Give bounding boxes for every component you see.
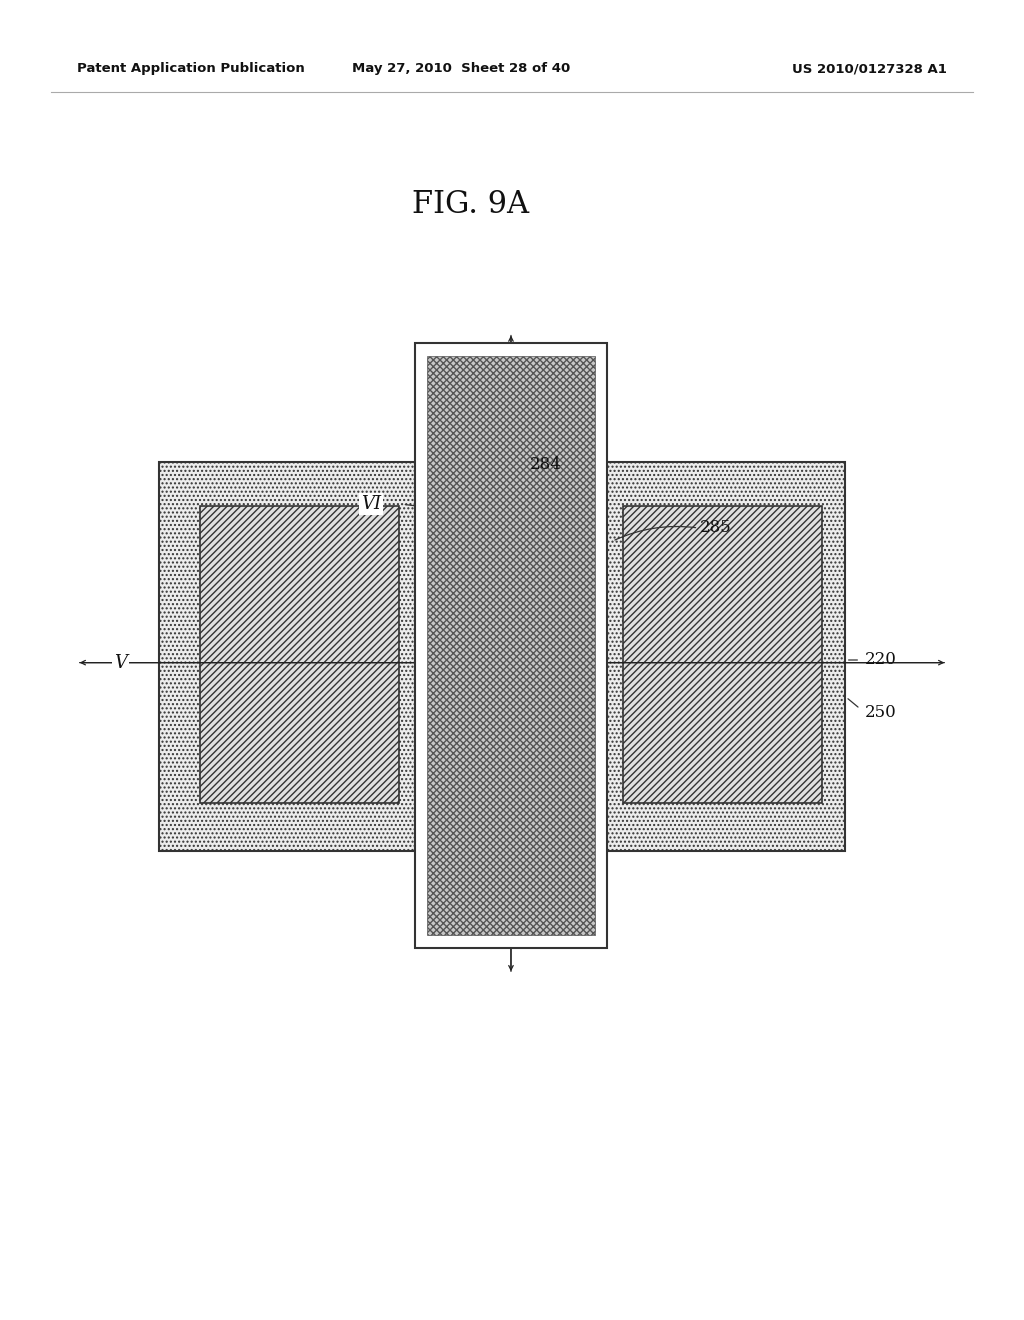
Text: 285: 285	[699, 520, 731, 536]
Text: 220: 220	[865, 652, 897, 668]
Bar	[427, 356, 595, 935]
Bar	[159, 462, 845, 851]
Text: Patent Application Publication: Patent Application Publication	[77, 62, 304, 75]
Text: US 2010/0127328 A1: US 2010/0127328 A1	[793, 62, 947, 75]
Bar	[623, 506, 822, 803]
Bar	[200, 506, 399, 803]
Text: V: V	[115, 653, 127, 672]
Text: FIG. 9A: FIG. 9A	[413, 189, 529, 220]
Text: May 27, 2010  Sheet 28 of 40: May 27, 2010 Sheet 28 of 40	[351, 62, 570, 75]
Text: VI: VI	[360, 495, 381, 513]
Bar	[415, 343, 607, 948]
Text: 284: 284	[529, 457, 562, 473]
Text: 250: 250	[865, 705, 897, 721]
